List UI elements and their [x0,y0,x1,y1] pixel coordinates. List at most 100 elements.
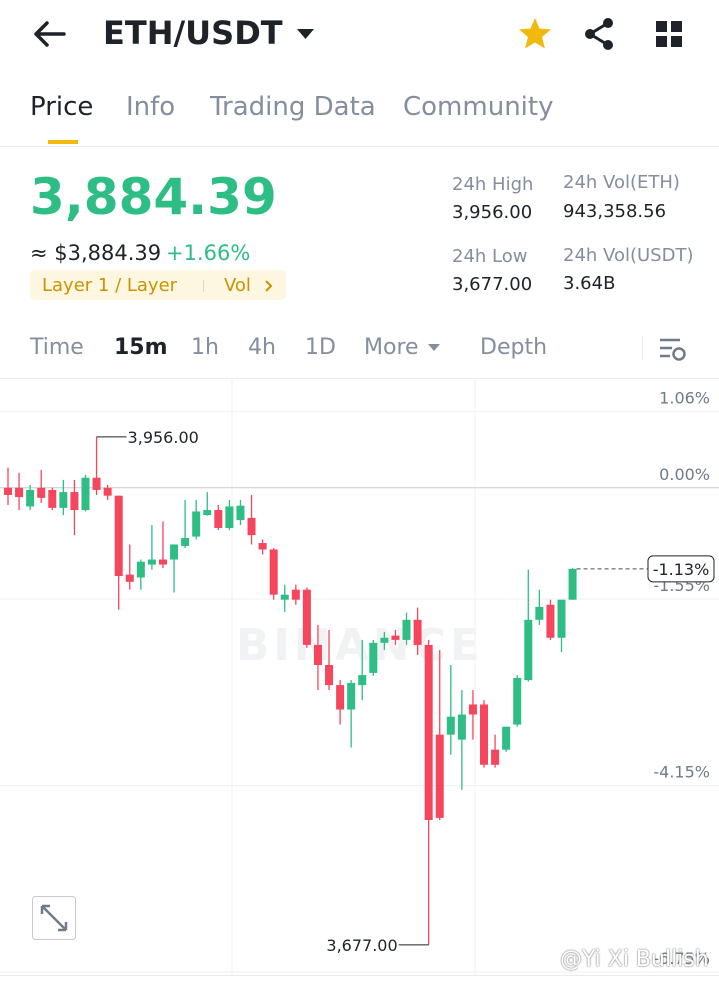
interval[interactable]: 1h [191,335,219,360]
interval[interactable]: 4h [248,335,276,360]
candle-body [81,477,90,511]
candle-body [114,495,123,577]
interval[interactable]: 1D [305,335,336,360]
candle-body [280,594,289,600]
candle-body [136,561,145,578]
candle-body [424,644,433,821]
candle-body [480,704,489,765]
candle-body [59,492,68,508]
candle-body [26,489,35,507]
interval[interactable]: 15m [114,335,168,360]
candle-body [181,538,190,546]
high-label: 3,956.00 [128,428,199,447]
candle-body [37,487,46,498]
y-tick-label: 0.00% [659,465,710,484]
candle-body [457,714,466,740]
tab-indicator [48,140,78,144]
interval[interactable]: Depth [480,335,548,360]
candle-body [446,716,455,735]
stat-value: 3,677.00 [452,274,533,295]
candle-body [557,599,566,638]
candle-body [325,665,334,686]
candle-body [192,511,201,537]
candle-body [158,559,167,565]
y-tick-label: -6.75% [653,949,710,968]
grid-icon[interactable] [655,20,685,50]
candle-body [291,589,300,600]
candle-body [302,589,311,645]
candle-body [369,642,378,673]
candle-body [92,477,101,490]
tab[interactable]: Price [30,92,94,122]
candle-body [258,543,267,550]
expand-icon [40,904,68,932]
candle-body [70,492,79,511]
y-tick-label: 1.06% [659,389,710,408]
tag-text: Layer 1 / Layer [42,275,178,296]
tag-separator [203,280,204,292]
candle-body [147,559,156,565]
stat-label: 24h Low [452,246,528,267]
tag-box[interactable] [30,270,286,300]
stat-label: 24h High [452,174,534,195]
pair-title[interactable]: ETH/USDT [103,14,283,52]
candle-body [225,506,234,528]
candle-body [380,637,389,643]
tag-link[interactable]: Vol [224,275,251,296]
watermark: BINANCE [236,620,484,671]
stat-value: 3.64B [563,273,616,294]
candle-body [313,644,322,666]
candle-body [269,549,278,595]
y-tick-label: -4.15% [653,763,710,782]
candle-body [4,487,12,495]
price-change: +1.66% [166,241,251,265]
candle-body [391,635,400,640]
candle-body [535,606,544,620]
stat-value: 3,956.00 [452,202,533,223]
candle-body [413,619,422,645]
candle-body [546,604,555,638]
credit-watermark: @Yi Xi Bullish [560,947,709,972]
candle-body [236,505,245,521]
candle-body [214,510,223,528]
low-label: 3,677.00 [326,936,397,955]
candle-body [15,487,24,498]
candle-body [402,619,411,640]
tab[interactable]: Trading Data [210,92,376,122]
candlestick-chart: BINANCE 1.06%0.00%-1.55%-4.15%-6.75%3,95… [0,378,719,976]
candle-body [568,568,577,600]
divider [642,336,643,360]
candle-body [48,489,57,508]
chart-settings-icon[interactable] [658,336,688,364]
interval[interactable]: Time [30,335,84,360]
last-price-label: -1.13% [653,560,710,579]
interval[interactable]: More [364,335,419,360]
star-icon[interactable] [517,16,553,52]
last-price: 3,884.39 [30,168,277,226]
last-price-tag [647,555,715,583]
divider [0,146,719,147]
share-icon[interactable] [582,16,618,52]
back-icon[interactable] [30,18,70,50]
candle-body [103,487,112,496]
candle-body [247,517,256,536]
candle-body [513,677,522,725]
candle-body [347,682,356,710]
candle-body [468,704,477,715]
stat-value: 943,358.56 [563,201,667,222]
candle-body [203,510,212,516]
more-dropdown [428,344,440,351]
candle-body [358,675,367,686]
pair-dropdown[interactable] [296,27,316,41]
candle-body [336,685,345,710]
tab[interactable]: Community [403,92,554,122]
tab[interactable]: Info [126,92,176,122]
tag-arrow [265,280,273,292]
stat-label: 24h Vol(ETH) [563,172,680,193]
candle-body [435,734,444,818]
candle-body [491,749,500,765]
candle-body [524,619,533,681]
candle-body [502,726,511,750]
candle-body [125,574,134,582]
